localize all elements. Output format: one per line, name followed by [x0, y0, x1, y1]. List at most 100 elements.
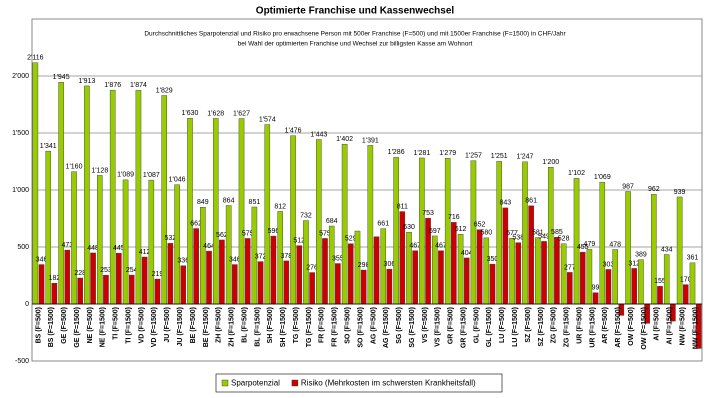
x-tick-label: FR (F=500) [319, 307, 326, 343]
bar [360, 269, 367, 305]
value-label: 1'628 [207, 110, 224, 117]
bar [463, 257, 470, 305]
x-tick-label: ZH (F=500) [216, 307, 223, 343]
x-tick-label: BL (F=1500) [254, 307, 261, 347]
x-tick-label: VS (F=1500) [435, 307, 442, 347]
value-label: 528 [558, 236, 570, 243]
value-label: 732 [300, 212, 312, 219]
bar [316, 139, 322, 305]
bar [599, 181, 606, 305]
value-label: 939 [674, 189, 686, 196]
value-label: 585 [551, 229, 563, 236]
bar [206, 250, 212, 305]
value-label: 1'046 [169, 177, 186, 184]
bar [393, 157, 399, 305]
bar [161, 95, 167, 305]
value-label: 478 [609, 241, 621, 248]
value-label: 1'829 [156, 87, 173, 94]
value-label: 652 [474, 222, 486, 229]
bar [386, 268, 393, 305]
bar [651, 194, 657, 305]
legend-swatch [291, 379, 299, 387]
bar [122, 179, 129, 305]
value-label: 1'089 [117, 172, 134, 179]
value-label: 346 [36, 256, 48, 263]
x-tick-label: BE (F=1500) [203, 307, 210, 347]
value-label: 1'281 [413, 150, 430, 157]
x-tick-label: GE (F=500) [61, 307, 68, 344]
bar [200, 207, 206, 305]
x-tick-label: SH (F=500) [267, 307, 274, 343]
bar [560, 243, 567, 305]
bar [502, 207, 509, 305]
bar [32, 62, 39, 305]
x-tick-label: TI (F=1500) [125, 307, 132, 344]
value-label: 843 [500, 200, 512, 207]
x-tick-label: SO (F=1500) [357, 307, 364, 348]
bar [541, 241, 547, 305]
bar [605, 269, 612, 305]
value-label: 448 [87, 245, 99, 252]
bar [187, 117, 193, 305]
value-label: 716 [448, 214, 460, 221]
bar [483, 237, 490, 305]
value-label: 987 [622, 183, 634, 190]
x-tick-label: AI (F=1500) [667, 307, 674, 345]
bar [128, 274, 135, 305]
bar [109, 89, 116, 305]
x-tick-label: BL (F=500) [241, 307, 248, 343]
value-label: 378 [280, 253, 292, 260]
value-label: 1'247 [517, 154, 534, 161]
value-label: 1'913 [78, 78, 95, 85]
value-label: 529 [345, 236, 357, 243]
bar [496, 161, 502, 305]
bar [238, 118, 245, 305]
value-label: 455 [577, 244, 589, 251]
bar [663, 254, 670, 305]
value-label: 361 [687, 255, 699, 262]
bar [309, 272, 315, 305]
x-tick-label: NW (F=1500) [692, 307, 699, 349]
bar [193, 228, 199, 305]
value-label: 467 [409, 243, 421, 250]
x-tick-label: AR (F=1500) [615, 307, 622, 348]
bar [509, 238, 515, 305]
bar [38, 264, 45, 305]
bar [283, 260, 290, 305]
bar [438, 250, 444, 305]
bar [567, 272, 573, 305]
value-label: 575 [319, 230, 331, 237]
value-label: 1'102 [568, 170, 585, 177]
value-label: 812 [274, 203, 286, 210]
legend-label: Risiko (Mehrkosten im schwersten Krankhe… [301, 379, 476, 388]
x-tick-label: SZ (F=1500) [538, 307, 545, 347]
value-label: 1'391 [362, 137, 379, 144]
value-label: 372 [255, 253, 267, 260]
bar [84, 85, 90, 305]
value-label: 1'402 [336, 136, 353, 143]
bar [148, 179, 155, 305]
value-label: 1'874 [130, 82, 147, 89]
value-label: 532 [165, 235, 177, 242]
bar [528, 205, 534, 305]
value-label: 661 [377, 220, 389, 227]
x-tick-label: VD (F=1500) [151, 307, 158, 347]
value-label: 253 [100, 267, 112, 274]
bar [341, 143, 348, 305]
value-label: 228 [74, 270, 86, 277]
value-label: 1'476 [285, 128, 302, 135]
bar [444, 157, 451, 305]
value-label: 962 [648, 186, 660, 193]
bar [58, 82, 64, 305]
x-tick-label: UR (F=1500) [589, 307, 596, 348]
value-label: 276 [306, 264, 318, 271]
value-label: 1'087 [143, 172, 160, 179]
value-label: 1'574 [259, 116, 276, 123]
bar [212, 118, 219, 305]
bar [174, 184, 180, 305]
y-tick-label: 0 [25, 301, 29, 308]
bar [232, 264, 238, 305]
value-label: 1'251 [491, 153, 508, 160]
bar [219, 239, 225, 305]
